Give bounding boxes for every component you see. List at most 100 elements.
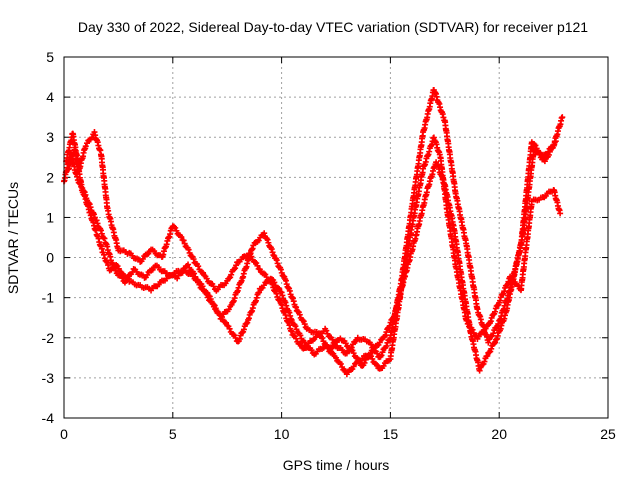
data-point [178, 233, 185, 240]
data-point [299, 317, 306, 324]
data-point [269, 281, 276, 288]
data-point [495, 320, 502, 327]
data-point [228, 271, 235, 278]
data-point [552, 138, 559, 145]
data-point [264, 236, 271, 243]
data-point [374, 350, 381, 357]
data-point [210, 301, 217, 308]
data-point [503, 282, 510, 289]
data-point [199, 283, 206, 290]
data-point [541, 158, 548, 165]
x-axis-label: GPS time / hours [283, 457, 390, 473]
x-tick-label: 0 [60, 426, 68, 442]
data-point [207, 295, 214, 302]
data-point [190, 256, 197, 263]
data-point [350, 350, 357, 357]
data-point [545, 151, 552, 158]
data-point [86, 201, 93, 208]
series-track-c [65, 138, 559, 374]
y-tick-label: 0 [46, 250, 54, 266]
y-tick-label: -3 [42, 370, 55, 386]
y-tick-label: -2 [42, 330, 55, 346]
y-axis-ticks: -4 -3 -2 -1 0 1 2 3 4 5 [42, 49, 608, 426]
data-point [85, 200, 92, 207]
data-point [270, 252, 277, 259]
data-point [378, 352, 385, 359]
data-point [254, 262, 261, 269]
data-point [78, 181, 85, 188]
data-point [476, 367, 483, 374]
y-tick-label: 1 [46, 209, 54, 225]
data-point [379, 349, 386, 356]
data-point [101, 235, 108, 242]
data-point [231, 266, 238, 273]
y-tick-label: 2 [46, 169, 54, 185]
data-point [226, 325, 233, 332]
data-point [550, 142, 557, 149]
data-point [386, 322, 393, 329]
x-tick-label: 5 [169, 426, 177, 442]
data-point [243, 320, 250, 327]
data-point [233, 262, 240, 269]
data-point [82, 191, 89, 198]
data-point [557, 210, 564, 217]
data-point [293, 335, 300, 342]
data-point [367, 350, 374, 357]
data-point [292, 323, 299, 330]
data-point [82, 143, 89, 150]
data-point [488, 345, 495, 352]
data-point [497, 297, 504, 304]
y-tick-label: -4 [42, 410, 55, 426]
data-point [319, 335, 326, 342]
y-tick-label: 4 [46, 89, 54, 105]
data-point [273, 257, 280, 264]
data-point [195, 263, 202, 270]
data-point [240, 326, 247, 333]
data-point [232, 265, 239, 272]
x-tick-label: 20 [491, 426, 507, 442]
data-point [191, 270, 198, 277]
y-tick-label: 3 [46, 129, 54, 145]
data-point [103, 258, 110, 265]
data-point [180, 237, 187, 244]
data-point [98, 230, 105, 237]
plot-area-frame [63, 56, 609, 419]
data-point [491, 340, 498, 347]
data-point [93, 217, 100, 224]
y-tick-label: -1 [42, 290, 55, 306]
data-point [185, 261, 192, 268]
data-point [382, 332, 389, 339]
data-point [236, 335, 243, 342]
data-point [94, 220, 101, 227]
data-point [277, 266, 284, 273]
y-tick-label: 5 [46, 49, 54, 65]
chart-title: Day 330 of 2022, Sidereal Day-to-day VTE… [78, 19, 588, 35]
data-point [273, 290, 280, 297]
data-point [80, 188, 87, 195]
series-track-b [63, 87, 566, 361]
data-point [323, 327, 330, 334]
data-point [265, 239, 272, 246]
data-point [232, 334, 239, 341]
data-point [486, 349, 493, 356]
data-point [551, 139, 558, 146]
x-axis-ticks: 0 5 10 15 20 25 [60, 57, 616, 442]
data-point [226, 275, 233, 282]
data-point [91, 211, 98, 218]
data-point [297, 332, 304, 339]
data-point [301, 321, 308, 328]
data-point [492, 308, 499, 315]
data-point [559, 114, 566, 121]
data-point [368, 341, 375, 348]
data-point [87, 204, 94, 211]
data-point [88, 134, 95, 141]
data-point [490, 330, 497, 337]
data-point [361, 359, 368, 366]
data-point [493, 324, 500, 331]
data-point [100, 251, 107, 258]
x-tick-label: 25 [600, 426, 616, 442]
data-point [268, 246, 275, 253]
data-point [185, 246, 192, 253]
data-point [97, 227, 104, 234]
